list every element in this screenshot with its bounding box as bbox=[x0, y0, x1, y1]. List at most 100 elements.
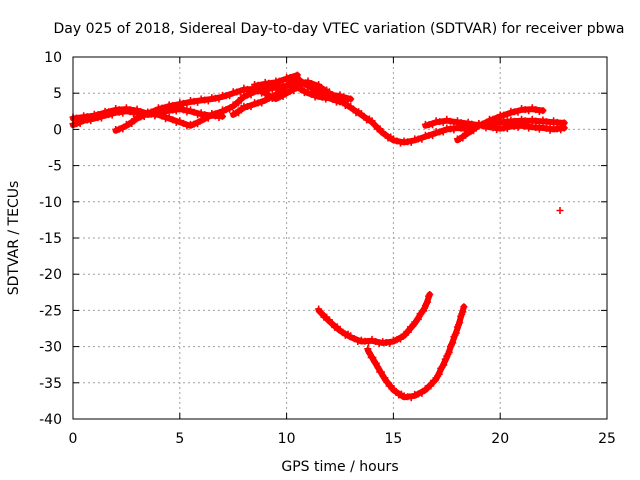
y-axis-label: SDTVAR / TECUs bbox=[6, 181, 22, 296]
data-point bbox=[553, 118, 561, 126]
x-tick-label: 20 bbox=[491, 431, 509, 447]
data-point bbox=[347, 95, 355, 103]
data-point bbox=[525, 124, 533, 132]
data-point bbox=[528, 104, 536, 112]
data-point bbox=[503, 111, 511, 119]
data-point bbox=[247, 86, 255, 94]
data-point bbox=[539, 107, 547, 115]
data-point bbox=[535, 107, 543, 115]
data-point bbox=[297, 85, 305, 93]
x-tick-label: 10 bbox=[278, 431, 296, 447]
data-point bbox=[158, 112, 166, 120]
data-point bbox=[279, 93, 287, 101]
data-point bbox=[258, 82, 266, 90]
data-point bbox=[204, 114, 212, 122]
y-tick-label: -15 bbox=[39, 231, 62, 247]
data-point bbox=[521, 122, 529, 130]
data-point bbox=[268, 80, 276, 88]
data-point bbox=[357, 336, 365, 344]
data-point bbox=[375, 340, 383, 348]
data-point bbox=[261, 88, 269, 96]
data-point bbox=[176, 117, 184, 125]
data-point bbox=[546, 119, 554, 127]
data-point bbox=[553, 125, 561, 133]
data-point bbox=[235, 99, 243, 107]
data-point bbox=[429, 121, 437, 129]
series-track-5 bbox=[251, 71, 301, 90]
data-point bbox=[365, 349, 373, 357]
data-point bbox=[446, 117, 454, 125]
data-point bbox=[414, 315, 422, 323]
data-point bbox=[452, 329, 460, 337]
data-point bbox=[443, 124, 451, 132]
data-point bbox=[169, 116, 177, 124]
data-point bbox=[190, 97, 198, 105]
data-point bbox=[404, 393, 412, 401]
data-point bbox=[361, 337, 369, 345]
y-tick-label: 10 bbox=[44, 50, 62, 66]
data-point bbox=[539, 123, 547, 131]
chart-title: Day 025 of 2018, Sidereal Day-to-day VTE… bbox=[53, 21, 624, 37]
data-point bbox=[528, 115, 536, 123]
data-point bbox=[407, 394, 415, 402]
data-point bbox=[243, 85, 251, 93]
data-point bbox=[427, 382, 435, 390]
data-point bbox=[277, 88, 285, 96]
data-point bbox=[128, 120, 136, 128]
data-point bbox=[186, 96, 194, 104]
data-point bbox=[514, 123, 522, 131]
data-point bbox=[450, 119, 458, 127]
data-point bbox=[470, 127, 477, 135]
x-axis-ticks: 0 5 10 15 20 25 bbox=[69, 57, 616, 447]
series-track-9 bbox=[315, 290, 434, 348]
data-point bbox=[340, 93, 348, 101]
data-point bbox=[322, 91, 330, 99]
data-point bbox=[546, 126, 554, 134]
data-point bbox=[293, 71, 301, 79]
data-point bbox=[183, 108, 191, 116]
data-point bbox=[383, 378, 391, 386]
data-point bbox=[374, 364, 382, 372]
data-point bbox=[409, 322, 417, 330]
data-point bbox=[372, 338, 380, 346]
x-tick-label: 25 bbox=[598, 431, 616, 447]
data-point bbox=[194, 98, 202, 106]
data-point bbox=[418, 135, 426, 143]
data-point bbox=[165, 113, 173, 121]
data-point bbox=[400, 392, 408, 400]
data-point bbox=[459, 134, 467, 142]
data-point bbox=[201, 96, 209, 104]
data-point bbox=[304, 81, 312, 89]
data-point bbox=[354, 337, 362, 345]
data-point bbox=[151, 108, 159, 116]
data-point bbox=[258, 89, 266, 97]
data-point bbox=[424, 298, 432, 306]
data-point bbox=[368, 117, 376, 125]
data-point bbox=[325, 316, 333, 324]
data-point bbox=[464, 120, 472, 128]
y-tick-label: -5 bbox=[48, 159, 62, 175]
series-track-2 bbox=[69, 77, 472, 147]
data-point bbox=[377, 368, 385, 376]
data-point bbox=[436, 118, 444, 126]
data-point bbox=[556, 206, 564, 214]
y-tick-label: 0 bbox=[53, 122, 62, 138]
data-point bbox=[108, 108, 116, 116]
data-point bbox=[453, 117, 461, 125]
data-point bbox=[172, 118, 180, 126]
data-point bbox=[311, 87, 319, 95]
data-point bbox=[528, 122, 536, 130]
data-point bbox=[197, 95, 205, 103]
data-point bbox=[215, 110, 223, 118]
data-point bbox=[507, 121, 515, 129]
data-point bbox=[215, 95, 223, 103]
y-tick-label: -30 bbox=[39, 340, 62, 356]
data-point bbox=[493, 115, 501, 123]
data-point bbox=[518, 104, 526, 112]
data-point bbox=[293, 82, 301, 90]
data-point bbox=[557, 126, 565, 134]
data-point bbox=[119, 107, 127, 115]
data-point bbox=[80, 112, 88, 120]
data-point bbox=[268, 94, 276, 102]
